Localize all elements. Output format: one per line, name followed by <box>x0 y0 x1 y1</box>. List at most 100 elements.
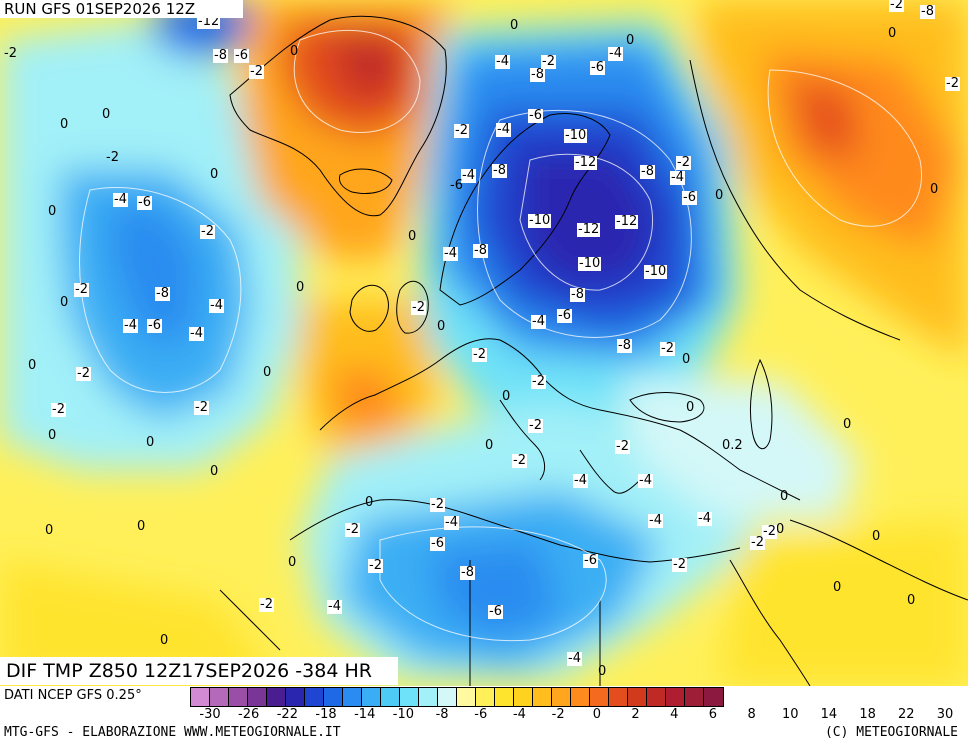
contour-label: -4 <box>495 54 510 69</box>
contour-label: 0 <box>715 188 724 203</box>
run-title: RUN GFS 01SEP2026 12Z <box>0 0 244 18</box>
color-scale-cell <box>647 688 666 706</box>
color-scale-cell <box>305 688 324 706</box>
contour-label: -8 <box>460 565 475 580</box>
contour-label: -4 <box>444 515 459 530</box>
color-scale-tick: 6 <box>708 707 718 722</box>
data-source-label: DATI NCEP GFS 0.25° <box>4 688 142 703</box>
isotherm-siberia <box>767 69 922 227</box>
contour-label: 0 <box>45 523 54 538</box>
contour-label: 0 <box>60 117 69 132</box>
color-scale-cell <box>514 688 533 706</box>
contour-label: -4 <box>531 314 546 329</box>
color-scale-tick: -2 <box>551 707 565 722</box>
color-scale-cell <box>666 688 685 706</box>
contour-label: 0 <box>160 633 169 648</box>
contour-label: 0 <box>485 438 494 453</box>
coastline-arabia <box>789 519 968 601</box>
contour-label: -2 <box>51 402 66 417</box>
contour-label: -10 <box>564 128 588 143</box>
color-scale-cell <box>533 688 552 706</box>
contour-label: 0 <box>102 107 111 122</box>
product-title: DIF TMP Z850 12Z17SEP2026 -384 HR <box>0 657 398 685</box>
coastline-british-isles <box>349 280 429 334</box>
contour-label: -4 <box>638 473 653 488</box>
contour-label: -6 <box>488 604 503 619</box>
color-scale-cell <box>457 688 476 706</box>
contour-label: -6 <box>682 190 697 205</box>
color-scale-tick: 22 <box>898 707 915 722</box>
color-scale-tick: 2 <box>631 707 640 722</box>
contour-label: 0 <box>48 428 57 443</box>
contour-label: -4 <box>113 192 128 207</box>
contour-label: -6 <box>430 536 445 551</box>
color-scale-cell <box>343 688 362 706</box>
anomaly-siberia-core <box>790 80 860 160</box>
contour-label: 0 <box>210 464 219 479</box>
color-scale-cell <box>400 688 419 706</box>
color-scale-cell <box>590 688 609 706</box>
color-scale-cell <box>495 688 514 706</box>
coastlines <box>219 15 968 686</box>
coastline-italy <box>499 399 546 481</box>
coastline-greenland <box>229 15 447 217</box>
anomaly-field <box>0 0 968 686</box>
contour-label: -6 <box>147 318 162 333</box>
color-scale-tick: -8 <box>435 707 449 722</box>
contour-label: -4 <box>461 168 476 183</box>
contour-label: -12 <box>577 222 601 237</box>
contour-label: -8 <box>570 287 585 302</box>
color-scale-cell <box>438 688 457 706</box>
contour-label: -2 <box>472 347 487 362</box>
color-scale-cell <box>324 688 343 706</box>
contour-label: -6 <box>234 48 249 63</box>
color-scale-tick: -30 <box>199 707 221 722</box>
contour-label: -8 <box>920 4 935 19</box>
contour-label: 0 <box>598 664 607 679</box>
contour-label: -12 <box>574 155 598 170</box>
color-scale-tick: 10 <box>781 707 799 722</box>
contour-label: -2 <box>660 341 675 356</box>
color-scale-cell <box>704 688 723 706</box>
contour-label: -10 <box>578 256 602 271</box>
contour-label: -6 <box>583 553 598 568</box>
contour-label: -2 <box>528 418 543 433</box>
color-scale-tick: -6 <box>474 707 488 722</box>
contour-label: -6 <box>450 178 463 193</box>
color-scale-cell <box>229 688 248 706</box>
footer-credit: MTG-GFS - ELABORAZIONE WWW.METEOGIORNALE… <box>4 725 341 740</box>
color-scale-cell <box>476 688 495 706</box>
contour-label: -6 <box>137 195 152 210</box>
contour-label: -2 <box>76 366 91 381</box>
isotherm-scandinavia <box>477 109 692 338</box>
contour-label: 0 <box>60 295 69 310</box>
contour-label: -2 <box>430 497 445 512</box>
color-scale-cell <box>286 688 305 706</box>
contour-label: -6 <box>557 308 572 323</box>
contour-label: -2 <box>676 155 691 170</box>
contour-label: -2 <box>541 54 556 69</box>
anomaly-sahara-cold-core <box>430 540 560 640</box>
color-scale-tick: -4 <box>512 707 526 722</box>
temperature-anomaly-map <box>0 0 968 686</box>
color-scale-ticks: -30 -26 -22 -18 -14 -10 -8 -6 -4 -2 0 2 4 6 8 10 14 18 22 3… <box>0 707 968 723</box>
color-scale-cell <box>552 688 571 706</box>
contour-label: -12 <box>615 214 639 229</box>
color-scale-cell <box>628 688 647 706</box>
isotherm-sahara <box>379 526 607 642</box>
contour-label: -4 <box>123 318 138 333</box>
contour-label: -4 <box>567 651 582 666</box>
contour-label: 0 <box>437 319 446 334</box>
contour-label: -2 <box>106 150 119 165</box>
coastline-black-sea <box>629 392 705 423</box>
legend-panel: DATI NCEP GFS 0.25° -30 -26 -22 -18 -14 -10 -8… <box>0 686 968 745</box>
contour-label: 0 <box>907 593 916 608</box>
contour-label: -8 <box>640 164 655 179</box>
color-scale-tick: 8 <box>747 707 756 722</box>
isotherm-greenland <box>293 29 421 134</box>
anomaly-east-europe-cool <box>620 380 860 520</box>
color-scale-tick: 0 <box>592 707 601 722</box>
color-scale-cell <box>248 688 267 706</box>
contour-label: -2 <box>259 597 274 612</box>
